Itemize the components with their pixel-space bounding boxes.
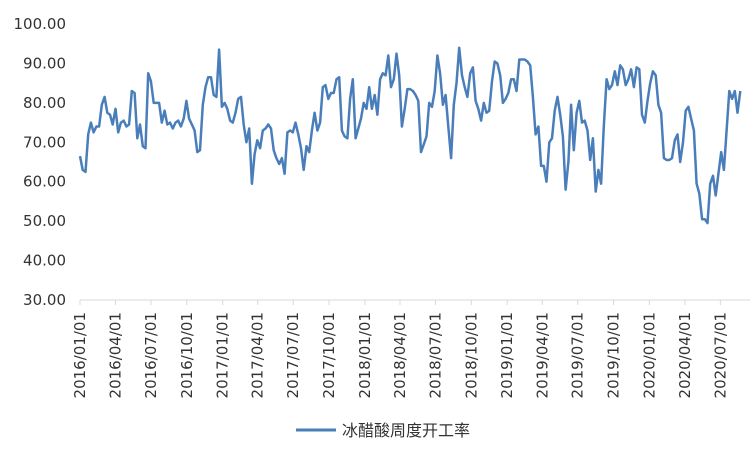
x-axis: 2016/01/01 2016/04/01 2016/07/01 2016/10/01… xyxy=(71,299,750,398)
x-tick-label: 2017/07/01 xyxy=(284,312,302,398)
legend-label: 冰醋酸周度开工率 xyxy=(342,421,470,440)
x-tick-label: 2016/10/01 xyxy=(178,312,196,398)
y-tick-label: 70.00 xyxy=(23,133,66,151)
y-tick-label: 30.00 xyxy=(23,291,66,309)
x-tick-label: 2018/04/01 xyxy=(391,312,409,398)
y-tick-label: 60.00 xyxy=(23,173,66,191)
y-axis: 30.00 40.00 50.00 60.00 70.00 80.00 90.00 100.0… xyxy=(14,15,67,309)
x-tick-label: 2020/04/01 xyxy=(676,312,694,398)
y-tick-label: 40.00 xyxy=(23,252,66,270)
x-tick-label: 2017/01/01 xyxy=(214,312,232,398)
series-layer xyxy=(78,46,742,225)
x-tick-label: 2020/01/01 xyxy=(640,312,658,398)
y-tick-label: 90.00 xyxy=(23,54,66,72)
x-tick-label: 2019/10/01 xyxy=(605,312,623,398)
y-tick-label: 50.00 xyxy=(23,212,66,230)
y-tick-label: 100.00 xyxy=(14,15,67,33)
series-line xyxy=(78,46,742,225)
x-tick-label: 2016/04/01 xyxy=(106,312,124,398)
legend: 冰醋酸周度开工率 xyxy=(296,421,470,440)
x-tick-label: 2018/10/01 xyxy=(462,312,480,398)
y-tick-label: 80.00 xyxy=(23,94,66,112)
x-tick-label: 2016/07/01 xyxy=(142,312,160,398)
x-tick-label: 2017/10/01 xyxy=(320,312,338,398)
x-tick-label: 2019/01/01 xyxy=(498,312,516,398)
x-tick-label: 2019/07/01 xyxy=(569,312,587,398)
x-tick-label: 2018/07/01 xyxy=(426,312,444,398)
x-tick-label: 2018/01/01 xyxy=(356,312,374,398)
x-tick-label: 2017/04/01 xyxy=(249,312,267,398)
x-tick-label: 2016/01/01 xyxy=(71,312,89,398)
x-tick-label: 2019/04/01 xyxy=(533,312,551,398)
x-tick-label: 2020/07/01 xyxy=(711,312,729,398)
